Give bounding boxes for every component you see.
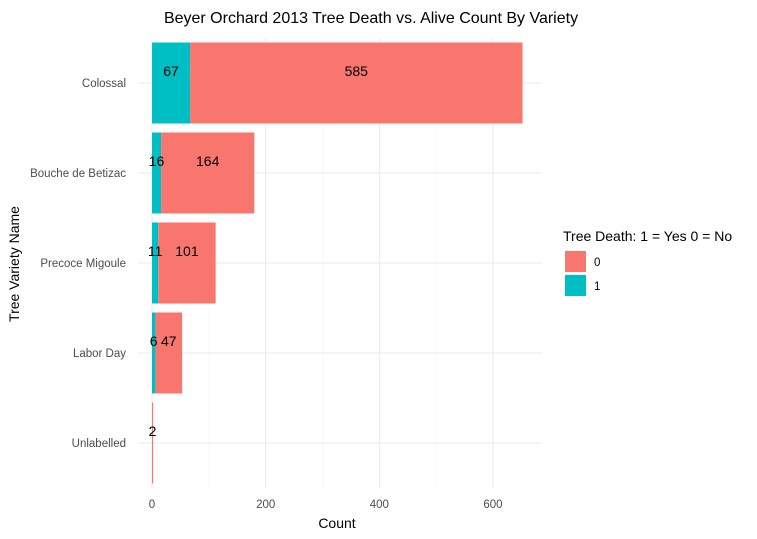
data-label: 47: [161, 333, 177, 349]
bar-segment-0: [152, 402, 154, 484]
bar-segment-0: [190, 42, 523, 124]
y-axis-ticks: Colossal Bouche de Betizac Precoce Migoule…: [30, 78, 126, 450]
bars: [152, 42, 523, 484]
legend-swatch-0: [565, 251, 586, 272]
data-label: 67: [163, 63, 179, 79]
data-label: 101: [175, 243, 199, 259]
x-axis-title: Count: [318, 515, 355, 531]
data-label: 2: [149, 423, 157, 439]
x-tick-label: 600: [483, 499, 502, 511]
data-label: 16: [149, 153, 165, 169]
legend-label-0: 0: [594, 257, 600, 269]
bar-segment-1: [152, 132, 162, 214]
bar-segment-0: [155, 312, 183, 394]
bar-segment-0: [158, 222, 216, 304]
bar-segment-1: [152, 312, 156, 394]
chart-title: Beyer Orchard 2013 Tree Death vs. Alive …: [164, 10, 578, 27]
bar-segment-0: [161, 132, 255, 214]
data-label: 164: [196, 153, 220, 169]
legend: Tree Death: 1 = Yes 0 = No 0 1: [563, 228, 732, 296]
y-tick-label: Unlabelled: [72, 438, 126, 450]
data-labels: 67 585 16 164 11 101 6 47 2: [148, 63, 368, 439]
x-tick-label: 400: [370, 499, 389, 511]
data-label: 6: [150, 333, 158, 349]
legend-swatch-1: [565, 275, 586, 296]
y-tick-label: Bouche de Betizac: [30, 168, 126, 180]
x-axis-ticks: 0 200 400 600: [149, 499, 503, 511]
y-tick-label: Labor Day: [73, 348, 126, 360]
data-label: 585: [345, 63, 369, 79]
y-tick-label: Precoce Migoule: [40, 258, 126, 270]
bar-segment-1: [152, 222, 159, 304]
x-tick-label: 200: [256, 499, 275, 511]
legend-title: Tree Death: 1 = Yes 0 = No: [563, 228, 732, 244]
y-axis-title: Tree Variety Name: [6, 206, 22, 322]
data-label: 11: [148, 243, 163, 259]
x-tick-label: 0: [149, 499, 155, 511]
bar-segment-1: [152, 42, 191, 124]
y-tick-label: Colossal: [82, 78, 126, 90]
legend-label-1: 1: [594, 281, 600, 293]
